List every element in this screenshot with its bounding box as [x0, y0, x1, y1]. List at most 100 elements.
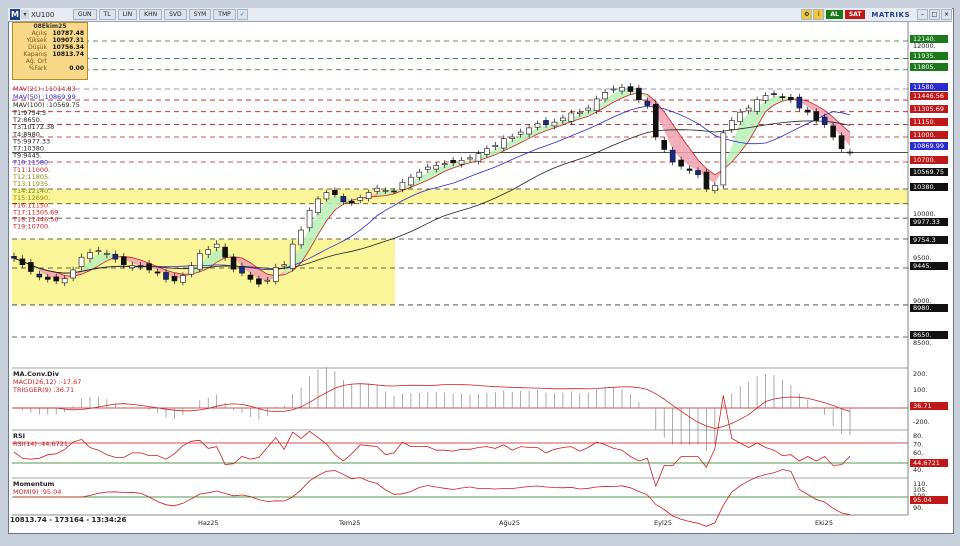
- price-label: 12140.: [913, 35, 936, 43]
- sym-button[interactable]: SYM: [188, 9, 212, 20]
- candle-body: [484, 148, 490, 155]
- price-badge: [910, 105, 948, 113]
- info-value: [50, 58, 84, 65]
- legend-level: T17:11305.69: [12, 208, 58, 216]
- pane-axis-label: -200.: [913, 418, 930, 426]
- ma-cloud: [98, 252, 107, 266]
- price-badge: [910, 83, 948, 91]
- pane-title: RSI: [13, 432, 25, 440]
- price-label: 9500.: [913, 254, 932, 262]
- info-icon[interactable]: i: [813, 9, 825, 20]
- support-zone: [12, 239, 395, 305]
- minimize-icon[interactable]: –: [917, 9, 928, 20]
- info-label: %Fark: [28, 65, 47, 72]
- candle-body: [500, 138, 507, 149]
- ma-cloud: [748, 106, 758, 142]
- price-label: 8650.: [913, 331, 932, 339]
- candle-body: [644, 100, 651, 106]
- candle-body: [458, 160, 465, 165]
- svd-button[interactable]: SVD: [164, 9, 187, 20]
- x-axis-label: Ağu25: [499, 519, 520, 527]
- candle-body: [534, 123, 541, 128]
- x-axis-label: Tem25: [338, 519, 360, 527]
- pane-legend: MACD(26,12) :-17.67: [13, 378, 81, 386]
- candle-body: [821, 116, 828, 125]
- ma-cloud: [258, 268, 268, 282]
- buy-button[interactable]: AL: [826, 10, 843, 19]
- candle-body: [593, 98, 600, 111]
- candle-body: [669, 149, 676, 163]
- candle-body: [576, 111, 583, 114]
- price-label: 11446.56: [913, 92, 944, 100]
- price-label: 10000.: [913, 210, 936, 218]
- ma-cloud: [816, 105, 825, 120]
- candle-body: [433, 165, 440, 170]
- candle-body: [137, 265, 144, 267]
- price-label: 8500.: [913, 339, 932, 347]
- menu-dropdown-icon[interactable]: ▾: [21, 10, 29, 19]
- legend-level: T9:9445.: [12, 152, 42, 160]
- candle-body: [762, 95, 769, 101]
- candle-body: [652, 103, 659, 138]
- ma-cloud: [377, 190, 386, 197]
- pane-badge: [910, 496, 948, 504]
- maximize-icon[interactable]: □: [929, 9, 940, 20]
- symbol-field[interactable]: XU100: [31, 10, 55, 19]
- candle-body: [163, 272, 169, 280]
- candle-body: [796, 96, 803, 109]
- close-icon[interactable]: ×: [941, 9, 952, 20]
- candle-body: [11, 255, 17, 259]
- check-icon[interactable]: ✓: [236, 9, 248, 20]
- price-badge: [910, 218, 948, 226]
- legend-level: T15:12690.: [12, 194, 50, 202]
- price-label: 11150.: [913, 118, 936, 126]
- info-label: Kapanış: [23, 51, 47, 58]
- settings-icon[interactable]: ⚙: [801, 9, 813, 20]
- candle-body: [610, 88, 617, 91]
- candle-body: [146, 263, 152, 271]
- currency-button[interactable]: TL: [98, 9, 116, 20]
- legend-mav: MAV(50) :10869.99: [13, 93, 76, 101]
- ma-cloud: [638, 92, 648, 99]
- ma-cloud: [275, 271, 285, 278]
- price-badge: [910, 262, 948, 270]
- status-bar-text: 10813.74 - 173164 - 13:34:26: [10, 516, 127, 524]
- candle-body: [475, 153, 482, 162]
- price-label: 10380.: [913, 183, 936, 191]
- candle-body: [728, 120, 735, 130]
- price-badge: [910, 92, 948, 100]
- khn-button[interactable]: KHN: [139, 9, 163, 20]
- pane-axis-label: 80.: [913, 432, 923, 440]
- period-button[interactable]: GUN: [73, 9, 97, 20]
- candle-body: [112, 253, 119, 260]
- ma-cloud: [90, 253, 99, 271]
- price-label: 10869.99: [913, 142, 944, 150]
- sell-button[interactable]: SAT: [844, 10, 866, 19]
- pane-badge: [910, 402, 948, 410]
- legend-level: T14:12140.: [12, 187, 50, 195]
- ohlc-info-box: 08Ekim25 Açılış 10787.48 Yüksek 10907.31 D…: [12, 22, 88, 80]
- legend-level: T1:9754.3: [12, 109, 46, 117]
- candle-body: [408, 176, 414, 186]
- pane-title: Momentum: [13, 480, 54, 488]
- price-label: 11935.: [913, 52, 936, 60]
- price-label: 11580.: [913, 83, 936, 91]
- macd-trigger-line: [14, 383, 851, 429]
- candle-body: [53, 276, 60, 282]
- ma-cloud: [512, 135, 521, 147]
- candle-body: [526, 127, 532, 135]
- candle-body: [61, 278, 68, 284]
- legend-level: T19:10700.: [12, 223, 50, 231]
- candle-body: [306, 210, 313, 229]
- template-button[interactable]: TMP: [213, 9, 236, 20]
- chart-toolbar: M ▾ XU100 GUN TL LIN KHN SVD SYM TMP ✓ ⚙…: [8, 8, 952, 22]
- linear-button[interactable]: LIN: [117, 9, 138, 20]
- ma-cloud: [301, 227, 310, 263]
- candle-body: [585, 107, 592, 111]
- candle-body: [399, 181, 406, 190]
- pane-axis-label: 60.: [913, 449, 923, 457]
- ma-cloud: [824, 110, 834, 128]
- pane-axis-label: 110.: [913, 480, 927, 488]
- pane-badge-text: 95.04: [913, 496, 932, 504]
